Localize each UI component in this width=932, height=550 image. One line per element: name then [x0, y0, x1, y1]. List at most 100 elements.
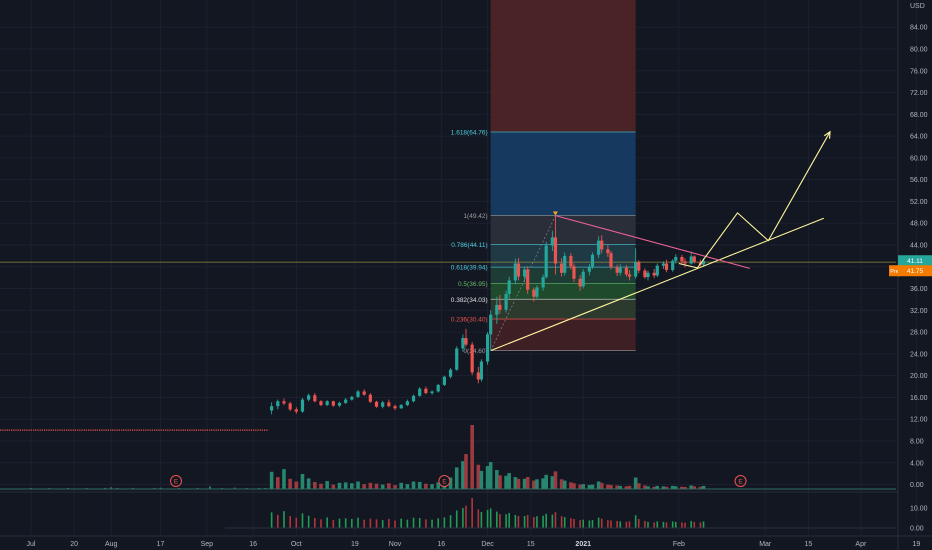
price-tick-label: 44.00 [910, 243, 928, 250]
fib-band [490, 299, 636, 320]
candle-body [516, 263, 521, 277]
pre-tag-text: Pre [890, 269, 899, 275]
candle-body [507, 280, 511, 294]
earnings-marker-letter: E [738, 478, 743, 485]
oscillator-bar [406, 519, 409, 528]
oscillator-bar [431, 519, 433, 528]
volume-bar [368, 482, 373, 489]
candle-body [634, 261, 638, 277]
oscillator-bar [699, 522, 702, 528]
oscillator-bar [471, 498, 473, 528]
fibonacci-retracement[interactable] [490, 0, 636, 352]
oscillator-bar [582, 519, 585, 528]
trend-drawings[interactable] [490, 130, 831, 352]
oscillator-bar [644, 520, 646, 528]
oscillator-tick-label: 10.00 [910, 506, 928, 513]
oscillator-bar [499, 514, 501, 528]
candle-body [418, 388, 422, 396]
oscillator-bar [588, 520, 591, 528]
oscillator-bar [301, 513, 304, 528]
price-tick-label: 28.00 [910, 330, 928, 337]
candle-body [489, 314, 493, 335]
oscillator-bar [600, 518, 603, 528]
candle-body [387, 402, 391, 407]
price-tick-label: 8.00 [910, 439, 924, 446]
projection-arrowhead [823, 130, 831, 139]
candle-body [476, 372, 480, 380]
candle-body [300, 399, 305, 412]
oscillator-bar [449, 515, 452, 528]
volume-bar [606, 484, 610, 489]
volume-bar [624, 486, 629, 489]
volume-bar [300, 473, 305, 489]
oscillator-pane [225, 498, 896, 529]
volume-bar [430, 484, 434, 489]
fib-band [490, 283, 636, 300]
candle-body [624, 267, 629, 275]
candle-body [282, 401, 286, 404]
time-tick-label: 20 [70, 541, 78, 548]
candle-body [424, 388, 428, 394]
oscillator-bar [307, 515, 310, 528]
oscillator-bar [443, 517, 446, 528]
candle-body [572, 266, 576, 279]
volume-bar [399, 482, 403, 489]
volume-bar [196, 487, 199, 489]
candle-body [362, 391, 366, 395]
price-tick-label: 64.00 [910, 134, 928, 141]
fib-level-label: 0.5(36.95) [458, 281, 488, 288]
fib-level-label: 0.236(30.40) [451, 317, 488, 324]
pre-price-tag [898, 265, 932, 277]
volume-bars [0, 425, 896, 490]
fib-level-label: 0(24.60) [463, 348, 487, 355]
volume-bar [393, 485, 397, 489]
candle-body [563, 255, 567, 273]
volume-bar [559, 479, 564, 489]
volume-bar [569, 482, 573, 489]
oscillator-bar [283, 511, 285, 528]
time-tick-label: Oct [291, 541, 302, 548]
oscillator-bar [665, 522, 668, 528]
candle-body [655, 265, 659, 276]
pre-tag-box [889, 265, 900, 277]
volume-bar [596, 481, 601, 489]
candle-body [455, 348, 459, 370]
candle-body [464, 338, 468, 345]
price-tick-label: 60.00 [910, 155, 928, 162]
volume-bar [411, 481, 416, 489]
price-tick-label: 36.00 [910, 286, 928, 293]
oscillator-bar [270, 512, 273, 528]
volume-bar [664, 486, 669, 489]
oscillator-bar [465, 505, 467, 528]
oscillator-bar [637, 518, 640, 528]
candle-body [600, 240, 604, 250]
candle-body [618, 267, 622, 273]
price-tick-label: 56.00 [910, 177, 928, 184]
oscillator-bar [690, 520, 692, 528]
volume-bar [544, 474, 548, 489]
fib-diagonal [490, 215, 556, 351]
resistance-trendline [555, 215, 750, 269]
price-tick-label: 72.00 [910, 90, 928, 97]
volume-bar [362, 484, 366, 489]
volume-bar [208, 486, 211, 489]
oscillator-bar [412, 517, 415, 528]
candle-body [513, 263, 517, 281]
volume-bar [581, 484, 586, 489]
time-axis[interactable]: Jul 20 Aug 17 Sep 16 Oct 19 Nov 16 Dec 15 2021 Feb Mar… [0, 535, 932, 548]
volume-bar [615, 485, 619, 489]
volume-bar [698, 486, 703, 489]
volume-bar [513, 477, 518, 489]
candle-body [495, 304, 499, 315]
candle-body [344, 399, 348, 403]
oscillator-bar [508, 512, 510, 528]
volume-bar [633, 477, 638, 489]
candle-body [270, 406, 274, 411]
fib-band [490, 131, 636, 216]
volume-bar [504, 475, 508, 489]
volume-bar [131, 487, 134, 489]
candle-body [368, 394, 372, 402]
